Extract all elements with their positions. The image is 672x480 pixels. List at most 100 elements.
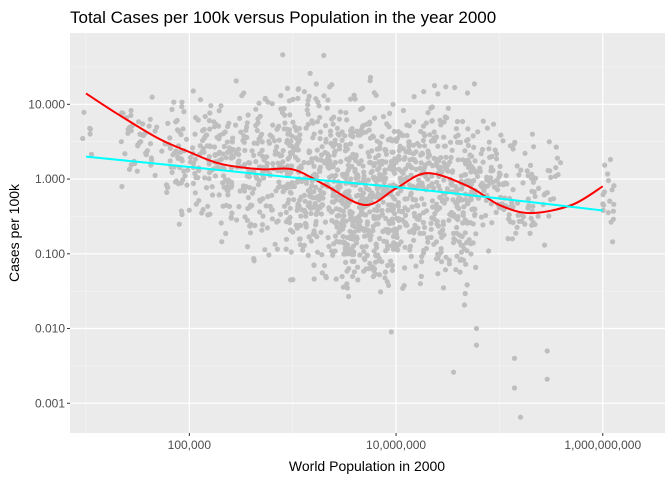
data-point	[305, 252, 311, 258]
data-point	[251, 258, 257, 264]
data-point	[174, 127, 181, 133]
data-point	[488, 175, 494, 181]
data-point	[396, 148, 402, 154]
data-point	[439, 259, 445, 265]
data-point	[354, 236, 360, 242]
data-point	[437, 117, 443, 123]
data-point	[337, 109, 344, 115]
data-point	[331, 219, 338, 225]
data-point	[442, 267, 449, 273]
data-point	[391, 128, 397, 135]
data-point	[192, 156, 198, 162]
data-point	[454, 139, 461, 145]
data-point	[119, 110, 125, 116]
data-point	[438, 246, 444, 252]
data-point	[228, 155, 234, 161]
data-point	[421, 201, 427, 207]
data-point	[383, 151, 389, 157]
data-point	[247, 230, 254, 236]
data-point	[207, 126, 213, 132]
data-point	[202, 175, 208, 181]
data-point	[536, 185, 542, 191]
y-axis: 0.001 0.010 0.100 1.000 10.000	[28, 97, 70, 410]
data-point	[164, 189, 170, 195]
data-point	[513, 230, 519, 236]
data-point	[314, 119, 321, 125]
data-point	[211, 144, 218, 150]
data-point	[318, 229, 324, 235]
data-point	[294, 207, 300, 213]
data-point	[533, 175, 539, 181]
data-point	[225, 188, 231, 194]
data-point	[465, 142, 471, 149]
data-point	[175, 181, 182, 187]
data-point	[429, 118, 435, 124]
data-point	[347, 216, 353, 222]
data-point	[252, 222, 258, 229]
data-point	[301, 159, 307, 166]
data-point	[510, 187, 516, 193]
data-point	[411, 119, 417, 125]
data-point	[471, 81, 477, 87]
data-point	[450, 197, 456, 203]
data-point	[472, 211, 478, 217]
data-point	[345, 162, 351, 168]
data-point	[453, 126, 459, 132]
data-point	[454, 230, 460, 236]
data-point	[429, 181, 435, 187]
data-point	[390, 206, 397, 212]
data-point	[339, 273, 345, 280]
data-point	[147, 116, 153, 122]
data-point	[288, 227, 294, 233]
data-point	[611, 183, 617, 189]
data-point	[292, 154, 299, 160]
data-point	[269, 101, 275, 107]
data-point	[291, 183, 297, 190]
data-point	[451, 236, 457, 242]
data-point	[353, 153, 359, 159]
data-point	[238, 129, 244, 135]
data-point	[431, 241, 437, 247]
data-point	[287, 189, 293, 195]
data-point	[287, 112, 293, 118]
data-point	[484, 125, 490, 131]
data-point	[440, 285, 447, 291]
data-point	[462, 230, 468, 236]
data-point	[165, 120, 171, 126]
data-point	[318, 211, 324, 217]
data-point	[336, 116, 342, 122]
data-point	[315, 157, 321, 163]
data-point	[448, 154, 454, 161]
data-point	[257, 209, 263, 215]
data-point	[265, 194, 271, 200]
data-point	[386, 282, 392, 288]
data-point	[441, 177, 447, 183]
data-point	[319, 252, 325, 258]
data-point	[352, 224, 358, 230]
data-point	[192, 131, 198, 137]
data-point	[357, 252, 363, 258]
data-point	[443, 254, 449, 260]
data-point	[446, 257, 452, 263]
data-point	[126, 166, 133, 172]
data-point	[402, 166, 409, 172]
data-point	[411, 237, 417, 243]
data-point	[306, 234, 312, 240]
data-point	[447, 139, 454, 145]
data-point	[361, 177, 367, 183]
data-point	[270, 161, 276, 167]
data-point	[510, 204, 516, 210]
data-point	[467, 163, 473, 169]
data-point	[385, 262, 391, 269]
data-point	[344, 285, 350, 291]
data-point	[303, 125, 309, 131]
data-point	[307, 186, 313, 193]
data-point	[340, 196, 346, 202]
data-point	[373, 242, 379, 248]
data-point	[332, 159, 338, 166]
data-point	[340, 233, 346, 240]
data-point	[400, 107, 406, 114]
data-point	[462, 148, 468, 154]
data-point	[146, 123, 152, 129]
data-point	[181, 109, 187, 115]
